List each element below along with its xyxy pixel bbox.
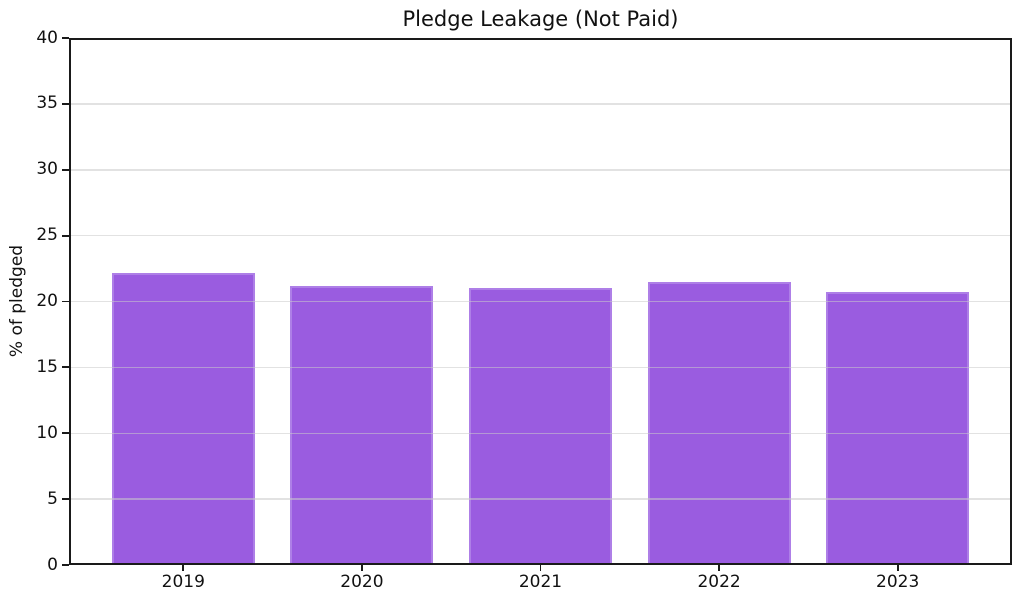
- x-tick-label-2022: 2022: [697, 572, 741, 592]
- gridline-y-30: [69, 169, 1012, 171]
- y-tick-label-5: 5: [47, 488, 58, 509]
- grid-layer: [69, 38, 1012, 565]
- y-tick-mark-35: [62, 102, 69, 105]
- x-tick-label-2020: 2020: [340, 572, 384, 592]
- gridline-y-15: [69, 366, 1012, 369]
- y-tick-label-10: 10: [36, 422, 58, 443]
- x-tick-label-2021: 2021: [518, 572, 563, 592]
- y-tick-label-25: 25: [36, 225, 58, 246]
- y-tick-label-30: 30: [36, 159, 58, 180]
- bar-2022: [647, 281, 791, 565]
- x-tick-label-2023: 2023: [876, 572, 920, 592]
- chart-title: Pledge Leakage (Not Paid): [402, 7, 679, 31]
- y-tick-mark-40: [62, 37, 69, 39]
- y-tick-label-35: 35: [36, 93, 58, 114]
- bar-2021: [469, 288, 612, 565]
- gridline-y-5: [69, 498, 1012, 500]
- y-tick-mark-15: [62, 366, 69, 369]
- x-tick-mark-2019: [182, 565, 185, 571]
- y-tick-label-40: 40: [36, 27, 58, 48]
- y-tick-mark-25: [62, 234, 69, 237]
- x-tick-label-2019: 2019: [161, 572, 205, 592]
- gridline-y-35: [69, 103, 1012, 105]
- x-tick-mark-2022: [718, 565, 720, 571]
- x-tick-mark-2021: [539, 565, 542, 571]
- bars-layer: [69, 38, 1012, 565]
- y-tick-label-0: 0: [47, 554, 58, 575]
- y-tick-mark-10: [62, 432, 69, 435]
- bar-2020: [290, 285, 434, 565]
- y-tick-mark-20: [62, 300, 69, 303]
- y-tick-label-15: 15: [36, 356, 58, 377]
- y-tick-mark-0: [62, 564, 69, 566]
- plot-area: [69, 38, 1012, 565]
- y-tick-mark-30: [62, 168, 69, 171]
- y-tick-mark-5: [62, 498, 69, 501]
- x-tick-mark-2020: [361, 565, 363, 571]
- x-tick-mark-2023: [896, 565, 899, 571]
- gridline-y-25: [69, 234, 1012, 237]
- gridline-y-20: [69, 300, 1012, 303]
- bar-2019: [111, 272, 255, 565]
- bar-2023: [826, 292, 970, 565]
- y-tick-label-20: 20: [36, 291, 58, 311]
- gridline-y-10: [69, 432, 1012, 434]
